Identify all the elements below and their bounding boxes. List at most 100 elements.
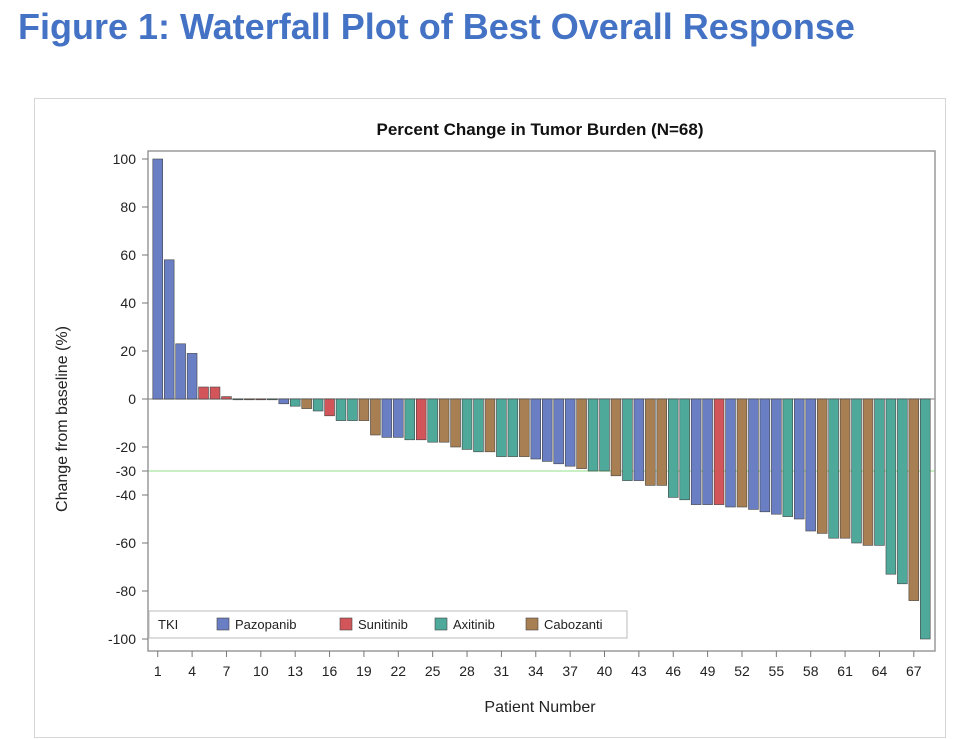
legend-label-axitinib: Axitinib bbox=[453, 617, 495, 632]
y-tick-label: -20 bbox=[116, 439, 136, 455]
x-tick-label: 25 bbox=[425, 663, 441, 679]
legend-title: TKI bbox=[158, 617, 178, 632]
bar-patient-38 bbox=[576, 398, 587, 469]
bar-patient-18 bbox=[347, 398, 358, 421]
x-tick-label: 37 bbox=[562, 663, 578, 679]
bar-patient-40 bbox=[599, 398, 610, 472]
x-axis-label: Patient Number bbox=[484, 699, 596, 716]
x-tick-label: 16 bbox=[322, 663, 338, 679]
x-tick-label: 67 bbox=[906, 663, 922, 679]
x-tick-label: 7 bbox=[223, 663, 231, 679]
y-tick-label: -30 bbox=[116, 463, 136, 479]
bar-patient-17 bbox=[335, 398, 347, 421]
x-tick-label: 43 bbox=[631, 663, 647, 679]
bar-patient-2 bbox=[163, 259, 175, 400]
bar-patient-55 bbox=[771, 398, 782, 515]
y-tick-label: -100 bbox=[108, 631, 136, 647]
x-tick-label: 13 bbox=[287, 663, 303, 679]
bar-patient-44 bbox=[645, 398, 656, 486]
bar-patient-67 bbox=[908, 398, 920, 601]
bar-patient-61 bbox=[839, 398, 851, 539]
bar-patient-35 bbox=[542, 398, 553, 462]
x-tick-label: 40 bbox=[597, 663, 613, 679]
bar-patient-33 bbox=[519, 398, 530, 457]
x-tick-label: 4 bbox=[188, 663, 196, 679]
bar-patient-58 bbox=[805, 398, 816, 532]
bar-patient-49 bbox=[702, 398, 713, 505]
bar-patient-23 bbox=[404, 398, 415, 441]
legend-swatch-sunitinib bbox=[339, 617, 353, 631]
bar-patient-62 bbox=[851, 398, 862, 544]
chart-frame: Percent Change in Tumor Burden (N=68) 10… bbox=[34, 98, 946, 738]
y-tick-label: 40 bbox=[120, 295, 136, 311]
y-tick-label: -40 bbox=[116, 487, 136, 503]
bar-patient-10 bbox=[255, 398, 267, 401]
bar-patient-3 bbox=[175, 343, 186, 400]
y-tick-label: 60 bbox=[120, 247, 136, 263]
bar-patient-30 bbox=[484, 398, 496, 453]
bar-patient-4 bbox=[186, 353, 198, 400]
bar-patient-27 bbox=[450, 398, 461, 448]
bar-patient-31 bbox=[496, 398, 507, 457]
bar-patient-16 bbox=[324, 398, 335, 417]
x-tick-label: 58 bbox=[803, 663, 819, 679]
bar-patient-29 bbox=[473, 398, 484, 453]
bar-patient-19 bbox=[358, 398, 370, 421]
bar-patient-11 bbox=[267, 398, 278, 401]
y-axis-ticks: 100 80 60 40 20 0 -20 -30 -40 -60 -80 -100 bbox=[108, 151, 148, 647]
x-tick-label: 28 bbox=[459, 663, 475, 679]
x-tick-label: 34 bbox=[528, 663, 544, 679]
bar-patient-45 bbox=[656, 398, 668, 486]
bar-patient-22 bbox=[393, 398, 404, 438]
waterfall-chart: Percent Change in Tumor Burden (N=68) 10… bbox=[54, 120, 936, 716]
bar-patient-50 bbox=[713, 398, 725, 505]
legend-swatch-pazopanib bbox=[216, 617, 230, 631]
bar-patient-39 bbox=[587, 398, 599, 472]
bar-patient-66 bbox=[897, 398, 908, 585]
bar-patient-65 bbox=[885, 398, 897, 575]
bar-patient-20 bbox=[370, 398, 381, 436]
y-tick-label: 20 bbox=[120, 343, 136, 359]
bar-patient-60 bbox=[828, 398, 839, 539]
y-axis-label: Change from baseline (%) bbox=[54, 326, 71, 512]
y-tick-label: -60 bbox=[116, 535, 136, 551]
x-tick-label: 22 bbox=[391, 663, 407, 679]
legend: TKI Pazopanib Sunitinib Axitinib Cabozanti bbox=[148, 610, 628, 639]
bar-patient-48 bbox=[690, 398, 702, 505]
legend-label-cabozanti: Cabozanti bbox=[544, 617, 603, 632]
bar-patient-47 bbox=[679, 398, 690, 501]
x-tick-label: 52 bbox=[734, 663, 750, 679]
y-tick-label: 0 bbox=[128, 391, 136, 407]
bar-patient-57 bbox=[794, 398, 805, 520]
bar-patient-53 bbox=[748, 398, 759, 510]
bar-patient-13 bbox=[289, 398, 301, 407]
bar-patient-68 bbox=[920, 398, 931, 640]
bar-patient-43 bbox=[633, 398, 645, 481]
bar-patient-59 bbox=[816, 398, 828, 534]
bar-patient-21 bbox=[381, 398, 393, 438]
legend-swatch-axitinib bbox=[434, 617, 448, 631]
bar-patient-8 bbox=[232, 398, 244, 401]
bar-patient-12 bbox=[278, 398, 289, 405]
x-tick-label: 19 bbox=[356, 663, 372, 679]
chart-title: Percent Change in Tumor Burden (N=68) bbox=[377, 120, 704, 139]
x-axis-ticks: 1 4 7 10 13 16 19 22 25 28 31 34 37 40 43 46 49 52 55 58 61 6… bbox=[154, 651, 922, 679]
bar-patient-42 bbox=[622, 398, 633, 481]
x-tick-label: 31 bbox=[494, 663, 510, 679]
y-tick-label: 100 bbox=[113, 151, 137, 167]
bar-patient-9 bbox=[244, 398, 255, 401]
x-tick-label: 46 bbox=[665, 663, 681, 679]
bar-patient-34 bbox=[530, 398, 541, 460]
x-tick-label: 10 bbox=[253, 663, 269, 679]
bar-patient-26 bbox=[438, 398, 450, 443]
x-tick-label: 61 bbox=[837, 663, 853, 679]
figure-title: Figure 1: Waterfall Plot of Best Overall… bbox=[18, 6, 855, 47]
legend-swatch-cabozanti bbox=[525, 617, 539, 631]
y-tick-label: 80 bbox=[120, 199, 136, 215]
plot-area-border bbox=[147, 150, 936, 652]
bar-patient-51 bbox=[725, 398, 736, 508]
bar-patient-24 bbox=[415, 398, 427, 441]
bar-patient-52 bbox=[736, 398, 748, 508]
bar-patient-28 bbox=[461, 398, 473, 450]
bar-patient-14 bbox=[301, 398, 312, 409]
